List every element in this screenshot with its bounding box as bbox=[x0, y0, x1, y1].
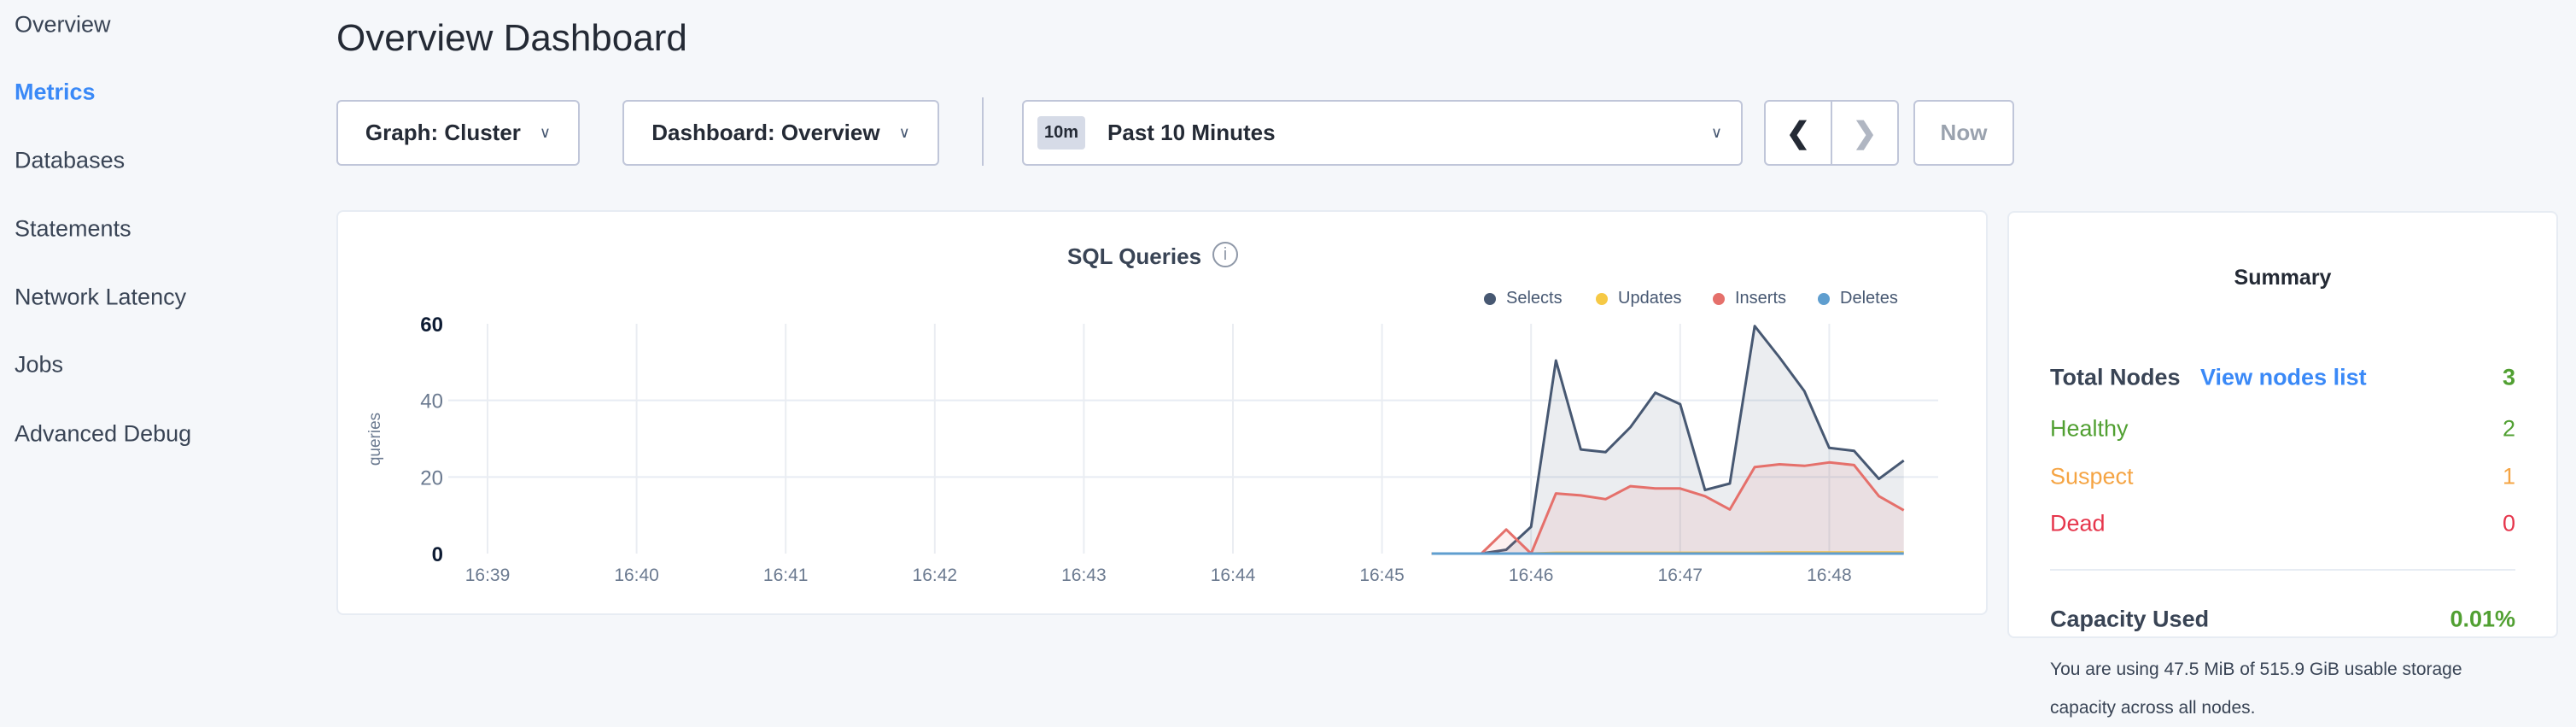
time-range-select[interactable]: 10m Past 10 Minutes ∨ bbox=[1022, 100, 1743, 166]
suspect-row: Suspect 1 bbox=[2050, 464, 2515, 490]
capacity-row: Capacity Used 0.01% bbox=[2050, 607, 2515, 633]
legend-dot bbox=[1596, 292, 1608, 305]
legend-dot bbox=[1484, 292, 1496, 305]
series-line-inserts bbox=[1431, 460, 1905, 555]
healthy-row: Healthy 2 bbox=[2050, 416, 2515, 443]
time-range-badge: 10m bbox=[1037, 116, 1086, 150]
sidebar-item-databases[interactable]: Databases bbox=[15, 147, 126, 173]
page-title: Overview Dashboard bbox=[336, 17, 687, 59]
series-area-inserts bbox=[1431, 462, 1904, 554]
x-tick-label: 16:43 bbox=[1061, 566, 1107, 585]
legend-label: Updates bbox=[1618, 289, 1682, 308]
legend-label: Selects bbox=[1506, 289, 1563, 308]
x-tick-label: 16:48 bbox=[1807, 566, 1852, 585]
sidebar-item-metrics[interactable]: Metrics bbox=[15, 79, 96, 105]
summary-divider bbox=[2050, 569, 2515, 571]
suspect-value: 1 bbox=[2502, 463, 2515, 490]
sidebar-item-network-latency[interactable]: Network Latency bbox=[15, 284, 187, 310]
sidebar-item-jobs[interactable]: Jobs bbox=[15, 351, 64, 378]
total-nodes-row: Total Nodes View nodes list 3 bbox=[2050, 365, 2515, 391]
chevron-down-icon: ∨ bbox=[1710, 124, 1722, 141]
info-icon[interactable]: i bbox=[1212, 242, 1238, 267]
dashboard-select-label: Dashboard: Overview bbox=[651, 120, 880, 145]
suspect-label: Suspect bbox=[2050, 463, 2134, 490]
healthy-value: 2 bbox=[2502, 415, 2515, 442]
chevron-left-icon[interactable]: ❮ bbox=[1766, 102, 1832, 164]
sidebar-item-advanced-debug[interactable]: Advanced Debug bbox=[15, 420, 192, 447]
dead-label: Dead bbox=[2050, 510, 2106, 536]
series-area-selects bbox=[1431, 325, 1904, 554]
legend-inserts[interactable]: Inserts bbox=[1713, 289, 1786, 308]
dead-value: 0 bbox=[2502, 510, 2515, 536]
x-tick-label: 16:39 bbox=[465, 566, 511, 585]
time-range-label: Past 10 Minutes bbox=[1107, 120, 1276, 145]
dashboard-select[interactable]: Dashboard: Overview ∨ bbox=[622, 100, 939, 166]
y-tick-label: 40 bbox=[420, 390, 443, 413]
dead-row: Dead 0 bbox=[2050, 511, 2515, 537]
time-nav-group: ❮ ❯ bbox=[1764, 100, 1899, 166]
x-tick-label: 16:47 bbox=[1658, 566, 1703, 585]
y-tick-label: 0 bbox=[432, 543, 443, 566]
x-tick-label: 16:44 bbox=[1211, 566, 1256, 585]
graph-select-label: Graph: Cluster bbox=[365, 120, 521, 145]
legend-selects[interactable]: Selects bbox=[1484, 289, 1563, 308]
legend-deletes[interactable]: Deletes bbox=[1818, 289, 1898, 308]
chevron-down-icon: ∨ bbox=[539, 124, 552, 141]
x-tick-label: 16:42 bbox=[913, 566, 958, 585]
view-nodes-link[interactable]: View nodes list bbox=[2200, 364, 2367, 390]
sql-queries-chart-card bbox=[336, 210, 1988, 615]
sidebar-item-overview[interactable]: Overview bbox=[15, 11, 111, 38]
total-nodes-value: 3 bbox=[2502, 364, 2515, 390]
summary-card: Summary Total Nodes View nodes list 3 He… bbox=[2007, 211, 2558, 718]
capacity-value: 0.01% bbox=[2450, 606, 2515, 632]
capacity-label: Capacity Used bbox=[2050, 606, 2210, 632]
graph-select[interactable]: Graph: Cluster ∨ bbox=[336, 100, 580, 166]
capacity-description: You are using 47.5 MiB of 515.9 GiB usab… bbox=[2050, 660, 2462, 718]
now-button[interactable]: Now bbox=[1913, 100, 2014, 166]
legend-label: Inserts bbox=[1735, 289, 1787, 308]
sql-queries-chart: 0 20 40 60 16:39 16:40 16:41 16:42 16:43 16:44 16:… bbox=[420, 314, 1938, 585]
sidebar-item-statements[interactable]: Statements bbox=[15, 215, 131, 242]
x-tick-label: 16:40 bbox=[614, 566, 659, 585]
chart-title: SQL Queries bbox=[1067, 243, 1202, 269]
legend-updates[interactable]: Updates bbox=[1596, 289, 1682, 308]
x-tick-label: 16:46 bbox=[1509, 566, 1554, 585]
legend-dot bbox=[1713, 292, 1725, 305]
chevron-down-icon: ∨ bbox=[898, 124, 910, 141]
legend-label: Deletes bbox=[1840, 289, 1898, 308]
healthy-label: Healthy bbox=[2050, 415, 2129, 442]
x-tick-label: 16:41 bbox=[763, 566, 809, 585]
toolbar-divider bbox=[982, 97, 984, 166]
summary-title: Summary bbox=[2234, 266, 2332, 290]
x-tick-label: 16:45 bbox=[1359, 566, 1405, 585]
total-nodes-label: Total Nodes bbox=[2050, 364, 2181, 390]
legend-dot bbox=[1818, 292, 1830, 305]
y-tick-label: 60 bbox=[420, 314, 443, 337]
y-tick-label: 20 bbox=[420, 466, 443, 490]
chevron-right-icon[interactable]: ❯ bbox=[1852, 116, 1878, 150]
series-line-selects bbox=[1431, 325, 1905, 555]
